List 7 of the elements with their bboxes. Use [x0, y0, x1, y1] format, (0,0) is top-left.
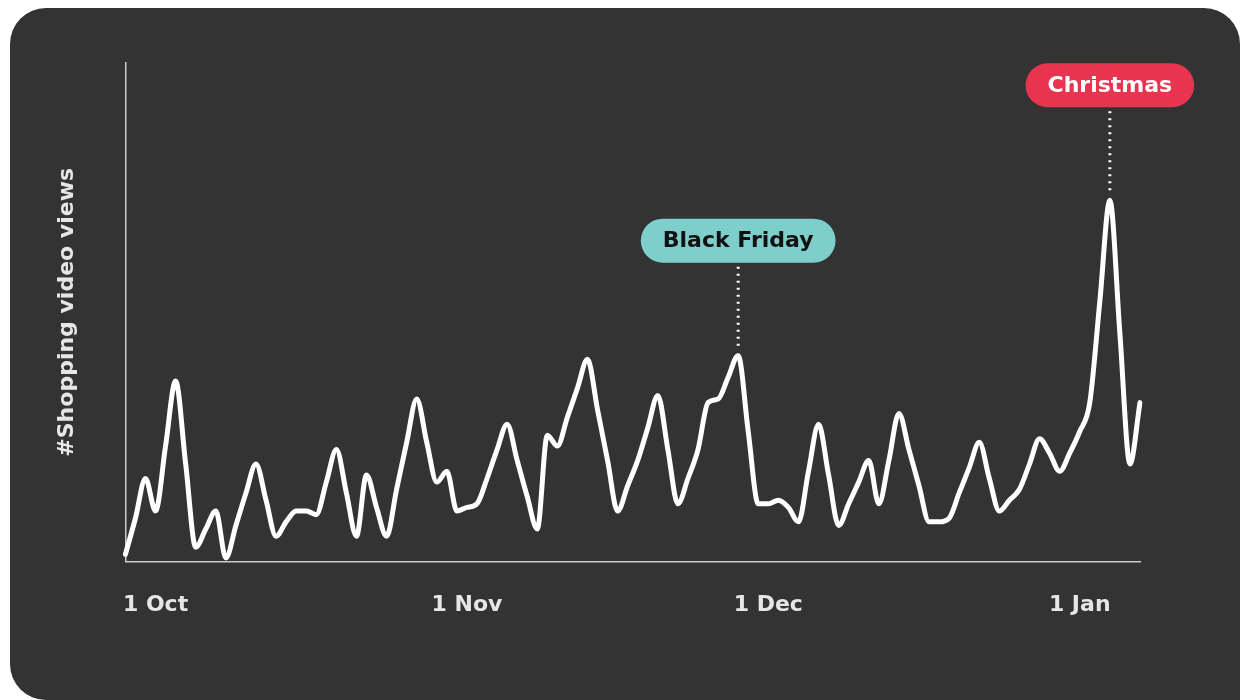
annotation: Christmas [1047, 72, 1173, 98]
annotation: Black Friday [662, 227, 814, 253]
x-tick-label: 1 Jan [1048, 590, 1111, 616]
x-tick-label: 1 Dec [733, 590, 803, 616]
x-tick-label: 1 Nov [431, 590, 504, 616]
y-axis-title: #Shopping video views [52, 167, 78, 457]
x-tick-label: 1 Oct [122, 590, 189, 616]
